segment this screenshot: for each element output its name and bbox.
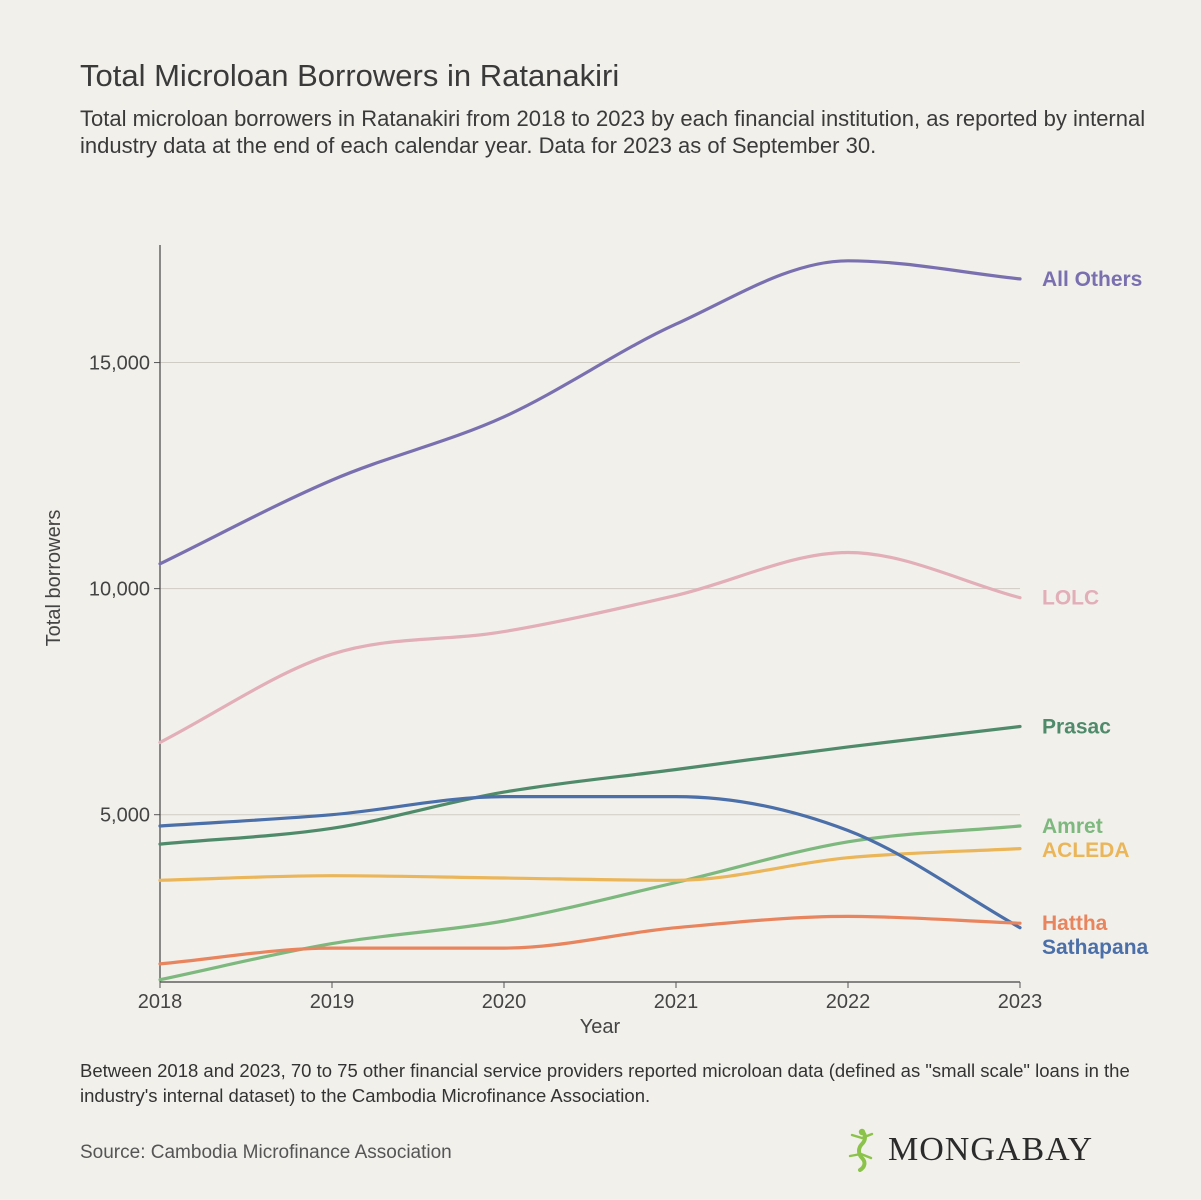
series-line-sathapana [158,794,1022,930]
series-line-all-others [158,259,1022,566]
series-label-prasac: Prasac [1042,716,1111,739]
chart-title: Total Microloan Borrowers in Ratanakiri [80,58,620,93]
x-axis-label: Year [580,1016,621,1038]
x-tick-label: 2021 [654,991,699,1013]
x-tick-label: 2018 [138,991,183,1013]
mongabay-logo: MONGABAY [842,1128,1093,1172]
line-chart: 5,000 10,000 15,000 2018 2019 2020 2021 2022 202… [43,245,1149,1038]
series-line-prasac [158,724,1022,846]
series-line-lolc [158,550,1022,744]
gecko-icon [848,1128,874,1172]
x-tick-label: 2020 [482,991,527,1013]
series-label-sathapana: Sathapana [1042,936,1149,959]
axes: 5,000 10,000 15,000 2018 2019 2020 2021 2022 202… [43,245,1042,1038]
x-tick-label: 2019 [310,991,355,1013]
x-tick-label: 2022 [826,991,871,1013]
chart-footnote: Between 2018 and 2023, 70 to 75 other fi… [80,1060,1130,1106]
y-tick-label: 5,000 [100,805,150,827]
brand-name: MONGABAY [888,1131,1094,1168]
series-line-acleda [158,847,1022,882]
series-label-all-others: All Others [1042,268,1142,291]
y-tick-label: 10,000 [89,579,150,601]
x-tick-label: 2023 [998,991,1043,1013]
y-axis-label: Total borrowers [43,510,65,647]
source-note: Source: Cambodia Microfinance Associatio… [80,1142,452,1163]
series-label-hattha: Hattha [1042,912,1108,935]
gridlines [160,362,1020,816]
chart-subtitle: Total microloan borrowers in Ratanakiri … [80,106,1146,158]
y-tick-label: 15,000 [89,353,150,375]
series-line-hattha [158,914,1022,966]
series-lines [158,259,1022,982]
series-label-lolc: LOLC [1042,587,1099,610]
series-label-acleda: ACLEDA [1042,839,1130,862]
series-label-amret: Amret [1042,815,1103,838]
